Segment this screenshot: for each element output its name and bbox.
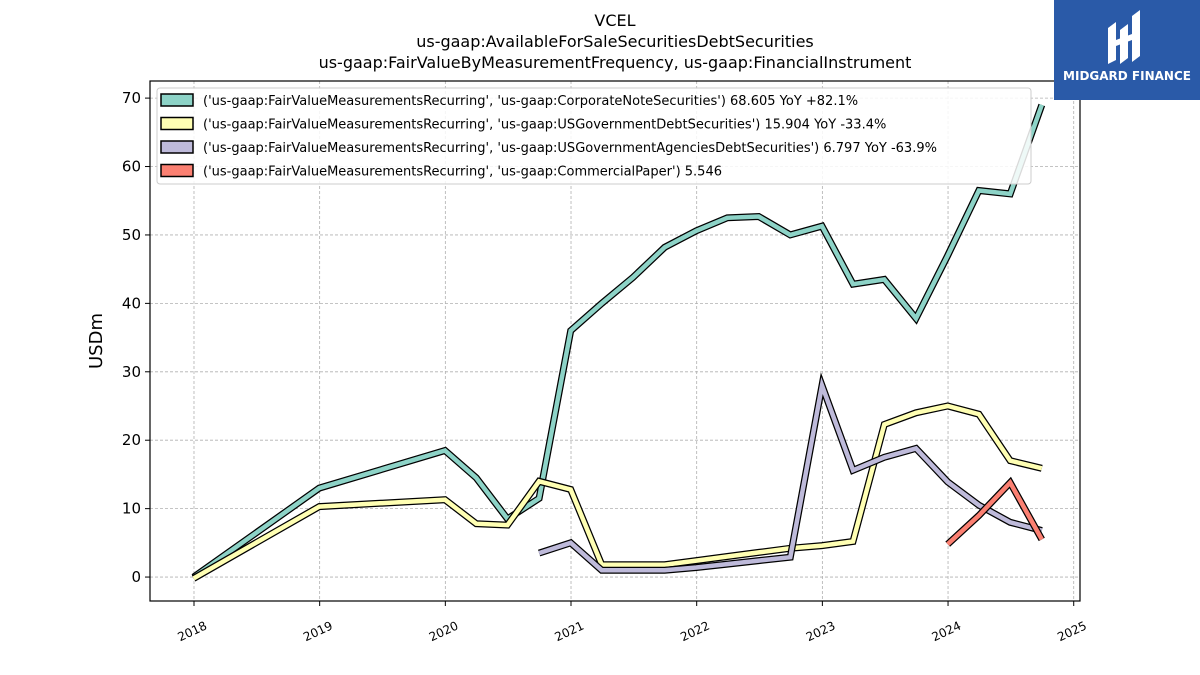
legend-swatch	[160, 140, 194, 154]
series-line	[192, 104, 1044, 579]
legend-label: ('us-gaap:FairValueMeasurementsRecurring…	[203, 165, 722, 180]
series-line	[538, 376, 1043, 573]
y-tick-label: 10	[122, 500, 141, 518]
chart-title-line-1: VCEL	[594, 11, 635, 30]
plot-frame	[149, 80, 1081, 602]
series-line-outline	[191, 402, 1043, 582]
series-2	[538, 372, 1043, 574]
logo-text: MIDGARD FINANCE	[1063, 69, 1191, 83]
x-axis-ticks: 2018 2019 2020 2021 2022 2023 2024 2025	[175, 601, 1089, 645]
series-3	[945, 476, 1045, 547]
x-tick-label: 2025	[1055, 619, 1089, 645]
chart-title: VCEL us-gaap:AvailableForSaleSecuritiesD…	[319, 11, 912, 72]
legend-label: ('us-gaap:FairValueMeasurementsRecurring…	[203, 118, 886, 133]
legend-swatch	[160, 93, 194, 107]
chart-title-line-2: us-gaap:AvailableForSaleSecuritiesDebtSe…	[416, 32, 814, 51]
series-1	[191, 402, 1043, 582]
x-tick-label: 2023	[804, 619, 838, 645]
x-tick-label: 2022	[678, 619, 712, 645]
y-tick-label: 0	[131, 568, 141, 586]
y-axis-label: USDm	[86, 313, 107, 369]
legend-swatch	[160, 163, 194, 178]
series-line	[946, 478, 1044, 546]
y-tick-label: 70	[122, 89, 141, 107]
y-tick-label: 30	[122, 363, 141, 381]
legend-swatch	[160, 116, 194, 131]
legend-box	[156, 87, 1032, 185]
x-tick-label: 2021	[553, 619, 587, 645]
series-lines	[191, 103, 1046, 582]
legend-item: ('us-gaap:FairValueMeasurementsRecurring…	[160, 93, 858, 109]
x-tick-label: 2019	[301, 619, 335, 645]
x-tick-label: 2020	[427, 619, 461, 645]
legend-label: ('us-gaap:FairValueMeasurementsRecurring…	[203, 141, 937, 156]
logo-mark-icon	[1108, 10, 1140, 64]
y-tick-label: 20	[122, 431, 141, 449]
y-tick-label: 50	[122, 226, 141, 244]
chart-title-line-3: us-gaap:FairValueByMeasurementFrequency,…	[319, 53, 912, 72]
x-tick-label: 2024	[930, 619, 964, 645]
series-line	[192, 403, 1043, 581]
y-tick-label: 40	[122, 294, 141, 312]
series-0	[191, 103, 1046, 580]
legend-item: ('us-gaap:FairValueMeasurementsRecurring…	[160, 116, 886, 133]
legend-label: ('us-gaap:FairValueMeasurementsRecurring…	[203, 94, 858, 109]
x-tick-label: 2018	[175, 619, 209, 645]
legend-item: ('us-gaap:FairValueMeasurementsRecurring…	[160, 163, 722, 180]
legend: ('us-gaap:FairValueMeasurementsRecurring…	[156, 87, 1032, 185]
legend-item: ('us-gaap:FairValueMeasurementsRecurring…	[160, 140, 937, 156]
y-tick-label: 60	[122, 158, 141, 176]
y-axis-ticks: 0 10 20 30 40 50 60 70	[122, 89, 150, 586]
midgard-finance-logo: MIDGARD FINANCE	[1054, 0, 1200, 100]
